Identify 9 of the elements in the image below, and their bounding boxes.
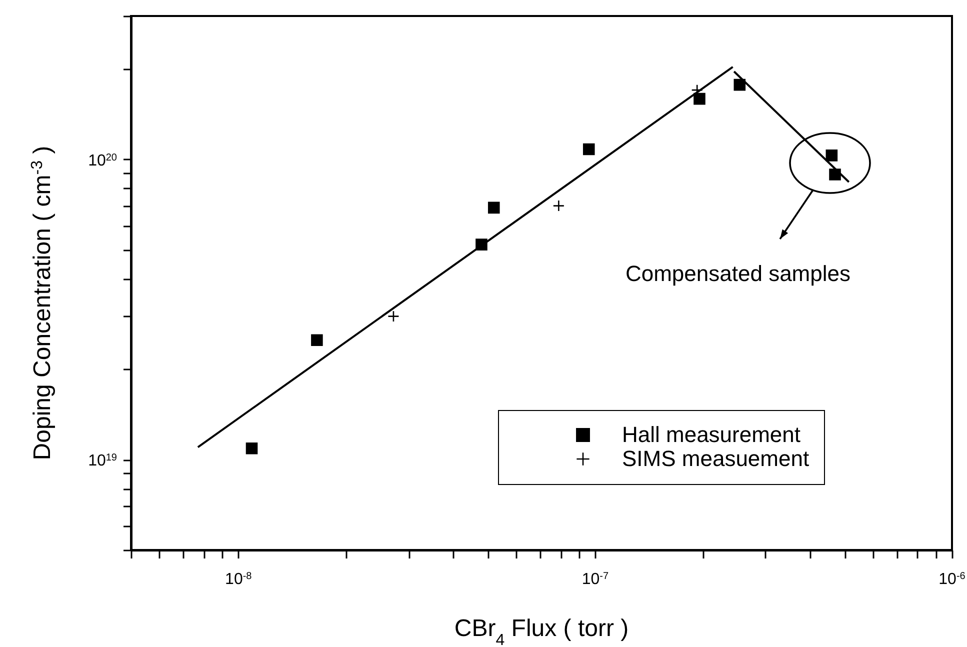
- x-tick-label: 10$^{-7}$: [582, 570, 609, 588]
- legend-label: Hall measurement: [622, 422, 801, 447]
- legend-label: SIMS measuement: [622, 446, 810, 471]
- y-tick-label: 10$^{19}$: [88, 452, 118, 470]
- x-axis-title: CBr$_{4}$ Flux ( torr ): [454, 615, 629, 647]
- x-tick-label: 10$^{-6}$: [938, 570, 966, 588]
- y-tick-label: 10$^{20}$: [88, 152, 118, 170]
- annotation: Compensated samples: [625, 261, 851, 286]
- x-tick-label: 10$^{-8}$: [225, 570, 252, 588]
